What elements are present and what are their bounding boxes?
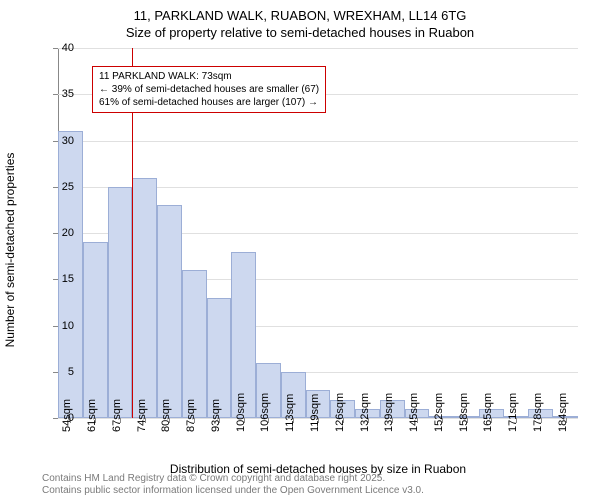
annotation-line: ← 39% of semi-detached houses are smalle… [99, 83, 319, 96]
y-tick-label: 25 [44, 181, 74, 193]
y-tick-label: 20 [44, 227, 74, 239]
bar [108, 187, 133, 418]
footer-line1: Contains HM Land Registry data © Crown c… [42, 473, 424, 485]
annotation-line: 11 PARKLAND WALK: 73sqm [99, 70, 319, 83]
bar [182, 270, 207, 418]
bar [157, 205, 182, 418]
grid-line [58, 48, 578, 49]
y-tick-label: 35 [44, 88, 74, 100]
chart-subtitle: Size of property relative to semi-detach… [0, 23, 600, 40]
y-tick-label: 5 [44, 366, 74, 378]
bar [132, 178, 157, 419]
grid-line [58, 141, 578, 142]
chart-title: 11, PARKLAND WALK, RUABON, WREXHAM, LL14… [0, 0, 600, 23]
y-tick-label: 15 [44, 273, 74, 285]
footer-line2: Contains public sector information licen… [42, 485, 424, 497]
y-tick-label: 30 [44, 135, 74, 147]
y-tick-label: 40 [44, 42, 74, 54]
annotation-line: 61% of semi-detached houses are larger (… [99, 96, 319, 109]
chart-container: 11, PARKLAND WALK, RUABON, WREXHAM, LL14… [0, 0, 600, 500]
y-axis-label: Number of semi-detached properties [3, 153, 17, 348]
annotation-box: 11 PARKLAND WALK: 73sqm← 39% of semi-det… [92, 66, 326, 113]
y-tick-label: 10 [44, 320, 74, 332]
bar [83, 242, 108, 418]
footer-text: Contains HM Land Registry data © Crown c… [42, 473, 424, 497]
plot-area: 11 PARKLAND WALK: 73sqm← 39% of semi-det… [58, 48, 578, 418]
